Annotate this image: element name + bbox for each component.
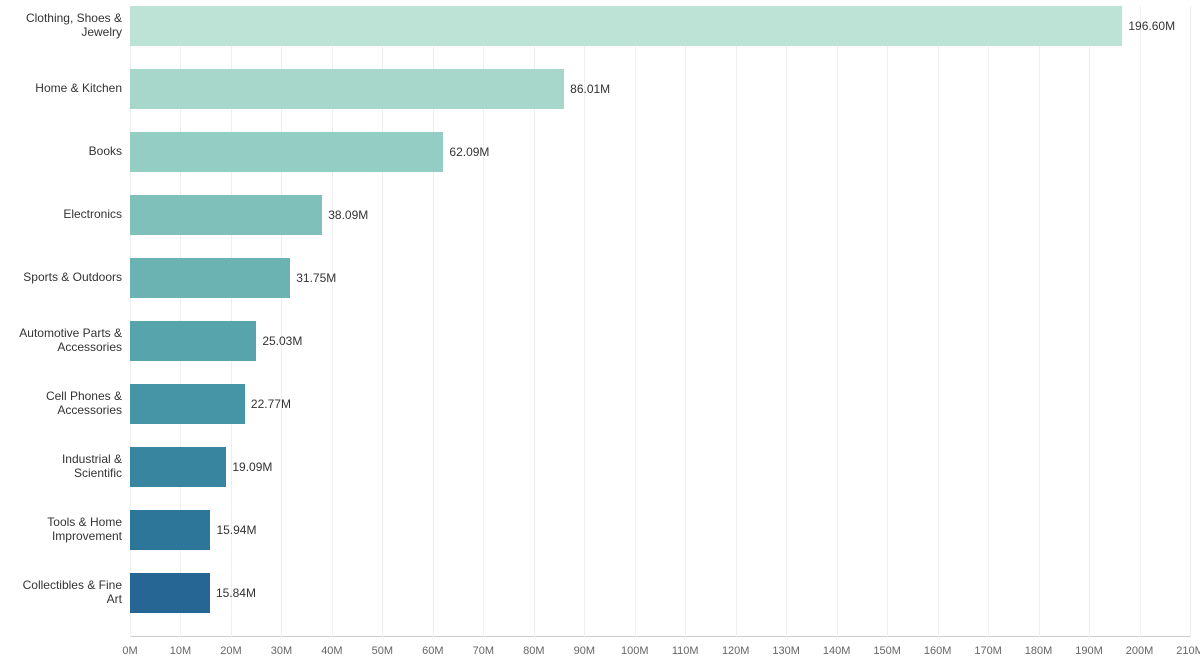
gridline bbox=[1190, 6, 1191, 637]
x-axis-tick-label: 200M bbox=[1126, 645, 1154, 657]
value-label: 15.84M bbox=[210, 586, 256, 600]
bar bbox=[130, 447, 226, 487]
value-label: 19.09M bbox=[226, 460, 272, 474]
x-axis-tick-label: 90M bbox=[574, 645, 595, 657]
x-axis-tick-label: 190M bbox=[1075, 645, 1103, 657]
bar bbox=[130, 573, 210, 613]
x-axis-tick-label: 60M bbox=[422, 645, 443, 657]
bar bbox=[130, 321, 256, 361]
x-axis-tick-label: 80M bbox=[523, 645, 544, 657]
value-label: 86.01M bbox=[564, 82, 610, 96]
bar-row: Sports & Outdoors31.75M bbox=[130, 258, 1190, 298]
x-axis-tick-label: 170M bbox=[974, 645, 1002, 657]
x-axis-tick-label: 160M bbox=[924, 645, 952, 657]
bar bbox=[130, 510, 210, 550]
bar bbox=[130, 6, 1122, 46]
x-axis-tick-label: 120M bbox=[722, 645, 750, 657]
category-label: Cell Phones & Accessories bbox=[12, 390, 130, 418]
x-axis-tick-label: 50M bbox=[372, 645, 393, 657]
value-label: 62.09M bbox=[443, 145, 489, 159]
x-axis-tick-label: 10M bbox=[170, 645, 191, 657]
category-label: Sports & Outdoors bbox=[12, 271, 130, 285]
value-label: 15.94M bbox=[210, 523, 256, 537]
bar-row: Automotive Parts & Accessories25.03M bbox=[130, 321, 1190, 361]
x-axis-tick-label: 150M bbox=[873, 645, 901, 657]
bar bbox=[130, 195, 322, 235]
value-label: 38.09M bbox=[322, 208, 368, 222]
bar-row: Collectibles & Fine Art15.84M bbox=[130, 573, 1190, 613]
category-label: Books bbox=[12, 145, 130, 159]
x-axis-baseline bbox=[130, 636, 1190, 637]
category-label: Automotive Parts & Accessories bbox=[12, 327, 130, 355]
value-label: 22.77M bbox=[245, 397, 291, 411]
bar-chart: 0M 10M 20M 30M 40M 50M 60M 70M 80M 90M 100M 110M 120… bbox=[0, 0, 1200, 667]
plot-area: 0M10M20M30M40M50M60M70M80M90M100M110M120… bbox=[130, 6, 1190, 637]
category-label: Electronics bbox=[12, 208, 130, 222]
bar-row: Electronics38.09M bbox=[130, 195, 1190, 235]
x-axis-tick-label: 110M bbox=[672, 645, 699, 657]
bar-row: Home & Kitchen86.01M bbox=[130, 69, 1190, 109]
bar-row: Cell Phones & Accessories22.77M bbox=[130, 384, 1190, 424]
value-label: 196.60M bbox=[1122, 19, 1175, 33]
x-axis-tick-label: 20M bbox=[220, 645, 241, 657]
bar bbox=[130, 69, 564, 109]
x-axis-tick-label: 140M bbox=[823, 645, 851, 657]
value-label: 31.75M bbox=[290, 271, 336, 285]
bar bbox=[130, 384, 245, 424]
category-label: Clothing, Shoes & Jewelry bbox=[12, 12, 130, 40]
category-label: Tools & Home Improvement bbox=[12, 516, 130, 544]
category-label: Home & Kitchen bbox=[12, 82, 130, 96]
x-axis-tick-label: 130M bbox=[772, 645, 800, 657]
x-axis-tick-label: 210M bbox=[1176, 645, 1200, 657]
category-label: Collectibles & Fine Art bbox=[12, 579, 130, 607]
bar bbox=[130, 132, 443, 172]
x-axis-tick-label: 100M bbox=[621, 645, 649, 657]
x-axis-tick-label: 30M bbox=[271, 645, 292, 657]
x-axis-tick-label: 70M bbox=[473, 645, 494, 657]
value-label: 25.03M bbox=[256, 334, 302, 348]
x-axis-tick-label: 40M bbox=[321, 645, 342, 657]
bar bbox=[130, 258, 290, 298]
bar-row: Books62.09M bbox=[130, 132, 1190, 172]
x-axis-tick-label: 180M bbox=[1025, 645, 1053, 657]
x-axis-tick-label: 0M bbox=[122, 645, 137, 657]
bar-row: Industrial & Scientific19.09M bbox=[130, 447, 1190, 487]
bar-row: Clothing, Shoes & Jewelry196.60M bbox=[130, 6, 1190, 46]
bar-row: Tools & Home Improvement15.94M bbox=[130, 510, 1190, 550]
category-label: Industrial & Scientific bbox=[12, 453, 130, 481]
